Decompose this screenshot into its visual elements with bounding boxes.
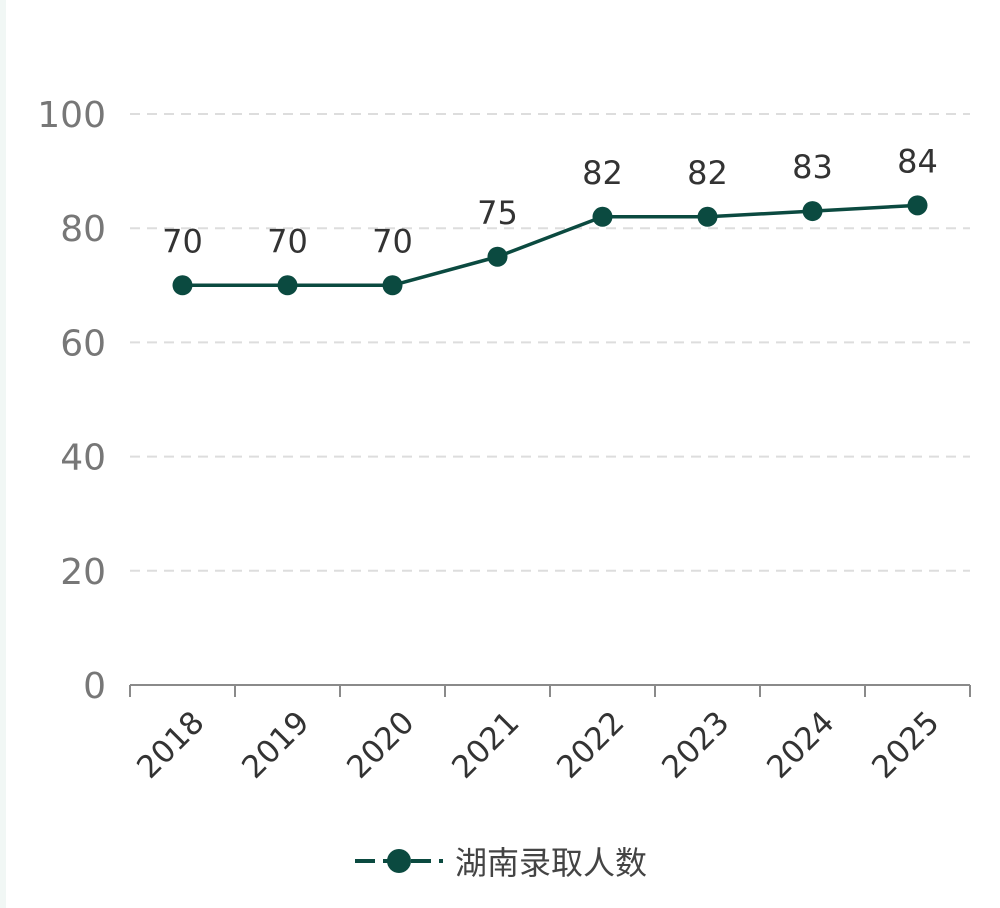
legend-label: 湖南录取人数: [454, 844, 647, 882]
x-tick-label-2019: 2019: [235, 705, 316, 786]
y-tick-label-80: 80: [60, 209, 106, 250]
x-tick-label-2022: 2022: [550, 705, 631, 786]
data-label-2018: 70: [162, 222, 203, 260]
legend-marker-icon: [354, 849, 443, 873]
y-tick-label-40: 40: [60, 438, 106, 479]
data-label-2020: 70: [372, 222, 413, 260]
data-point-2022: [592, 206, 613, 227]
y-tick-label-60: 60: [60, 323, 106, 364]
data-label-2023: 82: [687, 154, 728, 192]
data-point-2019: [277, 275, 298, 296]
data-point-2020: [382, 275, 403, 296]
x-tick-label-2025: 2025: [865, 705, 946, 786]
legend: 湖南录取人数: [0, 836, 1000, 886]
x-tick-label-2018: 2018: [130, 705, 211, 786]
data-label-2021: 75: [477, 194, 518, 232]
data-point-2018: [172, 275, 193, 296]
data-label-2022: 82: [582, 154, 623, 192]
x-tick-label-2021: 2021: [445, 705, 526, 786]
series-line: [182, 203, 918, 288]
x-tick-label-2020: 2020: [340, 705, 421, 786]
data-label-2025: 84: [897, 142, 938, 180]
line-chart: 0 20 40 60 80 100 2018 2019 2020 2021 2022 2023 2024…: [37, 95, 971, 786]
data-point-2025: [907, 195, 928, 216]
left-edge-strip: [0, 0, 6, 908]
data-point-2023: [697, 206, 718, 227]
x-tick-label-2024: 2024: [760, 705, 841, 786]
data-point-2024: [802, 201, 823, 222]
y-tick-label-0: 0: [83, 666, 106, 707]
data-label-2019: 70: [267, 222, 308, 260]
x-tick-label-2023: 2023: [655, 705, 736, 786]
y-tick-label-20: 20: [60, 552, 106, 593]
data-label-2024: 83: [792, 148, 833, 186]
y-tick-label-100: 100: [37, 95, 106, 136]
data-point-2021: [487, 246, 508, 267]
